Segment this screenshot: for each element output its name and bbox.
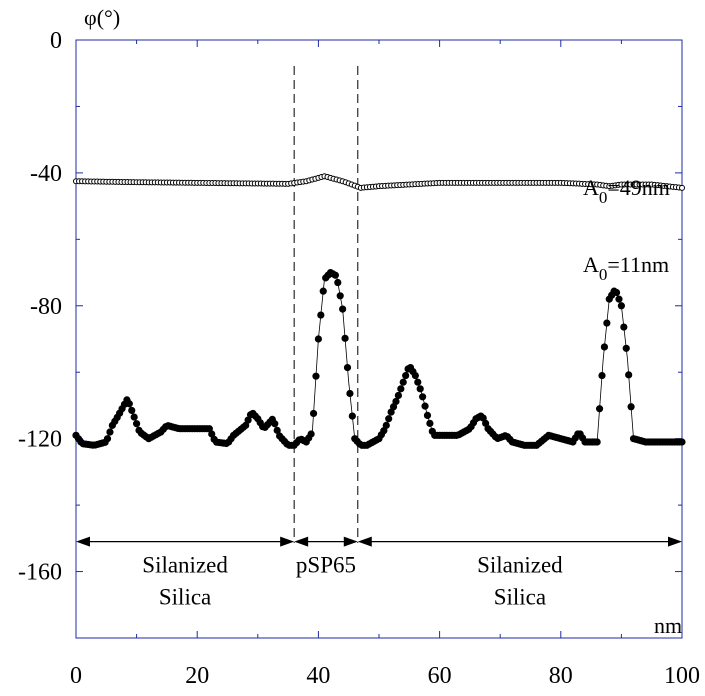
x-tick-label: 100: [664, 663, 700, 689]
y-axis-label: φ(°): [84, 5, 120, 30]
region-label: Silica: [159, 585, 211, 610]
data-point: [312, 372, 320, 380]
data-point: [128, 406, 136, 415]
data-point: [423, 411, 432, 420]
data-point: [348, 412, 356, 420]
data-point: [346, 389, 354, 398]
y-tick-label: -160: [18, 560, 62, 586]
data-point: [399, 378, 407, 386]
region-arrow: Silanized Silica: [357, 536, 682, 610]
data-point: [622, 344, 630, 352]
arrow-head-left: [357, 536, 372, 547]
data-point: [103, 435, 112, 443]
region-arrows: Silanized Silica pSP65 Silanized Silica: [76, 536, 682, 610]
data-point: [331, 271, 339, 279]
x-tick-label: 0: [70, 663, 82, 689]
data-point: [612, 288, 621, 297]
data-point: [339, 305, 347, 313]
series-A0=49nm: [73, 173, 685, 191]
y-tick-label: -40: [30, 161, 62, 187]
data-point: [426, 419, 434, 427]
x-axis-label: nm: [654, 613, 682, 638]
series-label: A0=49nm: [583, 175, 670, 207]
data-point: [603, 319, 611, 327]
text-labels: A0=49nm A0=11nm: [583, 175, 670, 284]
arrow-head-right: [280, 536, 295, 547]
data-point: [600, 343, 609, 351]
x-tick-label: 40: [306, 663, 330, 689]
data-point: [334, 278, 342, 287]
data-point: [627, 403, 635, 411]
data-point: [414, 378, 422, 386]
arrow-head-left: [294, 536, 309, 547]
data-point: [106, 428, 114, 436]
series-line: [75, 272, 682, 446]
data-point: [397, 385, 405, 393]
x-tick-label: 80: [549, 663, 573, 689]
data-point: [593, 438, 601, 446]
data-point: [343, 363, 352, 372]
y-tick-label: -120: [18, 427, 62, 453]
plot-border: [75, 39, 683, 639]
region-label: pSP65: [296, 553, 356, 578]
arrow-head-left: [76, 536, 90, 547]
data-point: [411, 371, 419, 380]
x-tick-label: 60: [428, 663, 452, 689]
data-point: [598, 371, 606, 380]
data-point: [382, 421, 390, 429]
data-point: [679, 184, 685, 191]
boundary-lines: [293, 66, 359, 543]
series-A0=11nm: [72, 268, 686, 449]
data-point: [620, 323, 628, 331]
y-tick-label: 0: [50, 28, 62, 54]
data-point: [617, 302, 626, 310]
data-point: [402, 371, 410, 380]
arrow-head-right: [343, 536, 358, 547]
data-point: [271, 420, 279, 428]
y-tick-label: -80: [30, 294, 62, 320]
region-label: Silanized: [477, 553, 563, 578]
x-tick-label: 20: [185, 663, 209, 689]
data-point: [392, 397, 400, 406]
data-point: [125, 400, 133, 408]
data-point: [416, 385, 424, 393]
series-label: A0=11nm: [583, 252, 669, 284]
data-point: [314, 335, 323, 343]
data-point: [319, 287, 327, 295]
data-point: [317, 311, 325, 319]
data-point: [133, 420, 141, 428]
data-point: [595, 405, 604, 413]
data-point: [307, 430, 315, 438]
region-arrow: Silanized Silica: [76, 536, 295, 610]
data-series: [72, 173, 686, 449]
data-point: [419, 393, 427, 401]
data-point: [341, 334, 349, 342]
region-label: Silica: [494, 585, 546, 610]
region-arrow: pSP65: [294, 536, 358, 578]
arrow-head-right: [668, 536, 682, 547]
data-point: [336, 292, 344, 300]
plot-frame: [75, 39, 683, 639]
data-point: [421, 402, 429, 410]
data-point: [615, 295, 623, 303]
data-point: [678, 438, 686, 446]
data-point: [130, 413, 138, 421]
data-point: [385, 415, 393, 423]
data-point: [309, 409, 318, 418]
region-label: Silanized: [142, 553, 228, 578]
axis-ticks: 0 20 40 60 80 100 0 -40 -80 -120 -160: [18, 28, 700, 689]
data-point: [625, 371, 633, 379]
data-point: [394, 391, 402, 400]
